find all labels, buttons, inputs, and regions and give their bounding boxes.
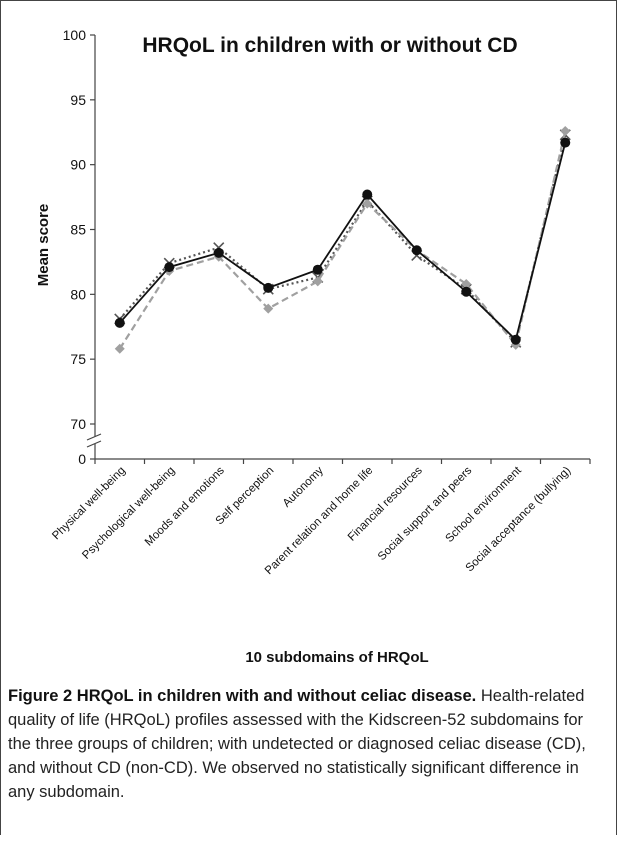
data-point [560, 125, 571, 136]
y-tick-label: 80 [70, 286, 86, 302]
line-chart: HRQoL in children with or without CD Mea… [35, 27, 591, 666]
data-point [263, 282, 274, 293]
data-point [461, 278, 472, 289]
data-point [263, 303, 274, 314]
x-category-label: Social support and peers [376, 464, 475, 563]
axis-break-mark [86, 433, 102, 441]
y-tick-label: 100 [63, 27, 87, 43]
figure-label: Figure 2 [8, 687, 73, 705]
data-point [362, 198, 373, 209]
x-category-label: Parent relation and home life [263, 465, 375, 577]
series-circle [114, 137, 571, 345]
data-point [560, 137, 571, 148]
series-layer [114, 125, 571, 354]
y-tick-label: 95 [70, 92, 86, 108]
y-tick-label-zero: 0 [78, 451, 86, 467]
y-tick-label: 75 [70, 351, 86, 367]
data-point [411, 245, 422, 256]
y-tick-label: 85 [70, 222, 86, 238]
data-point [461, 286, 472, 297]
data-point [114, 317, 125, 328]
data-point [213, 247, 224, 258]
caption-text: Health-related quality of life (HRQoL) p… [8, 687, 586, 801]
data-point [312, 264, 323, 275]
y-axis-label: Mean score [35, 204, 52, 287]
x-category-label: Social acceptance (bullying) [464, 465, 574, 575]
y-tick-label: 70 [70, 416, 86, 432]
data-point [312, 276, 323, 287]
data-point [164, 262, 175, 273]
y-tick-label: 90 [70, 157, 86, 173]
figure-title: HRQoL in children with and without celia… [76, 687, 477, 705]
series-line [118, 130, 567, 350]
x-category-label: Psychological well-being [80, 465, 177, 562]
x-category-label: Autonomy [281, 464, 326, 509]
x-axis-label: 10 subdomains of HRQoL [245, 649, 428, 666]
series-x-cross [114, 129, 571, 348]
data-point [114, 343, 125, 354]
data-point [510, 334, 521, 345]
series-line [119, 142, 567, 342]
figure-frame [0, 0, 617, 835]
axis-break-mark [86, 440, 102, 448]
data-point [362, 189, 373, 200]
figure-caption: Figure 2 HRQoL in children with and with… [8, 684, 608, 804]
series-line [118, 134, 567, 345]
chart-title: HRQoL in children with or without CD [142, 34, 517, 57]
